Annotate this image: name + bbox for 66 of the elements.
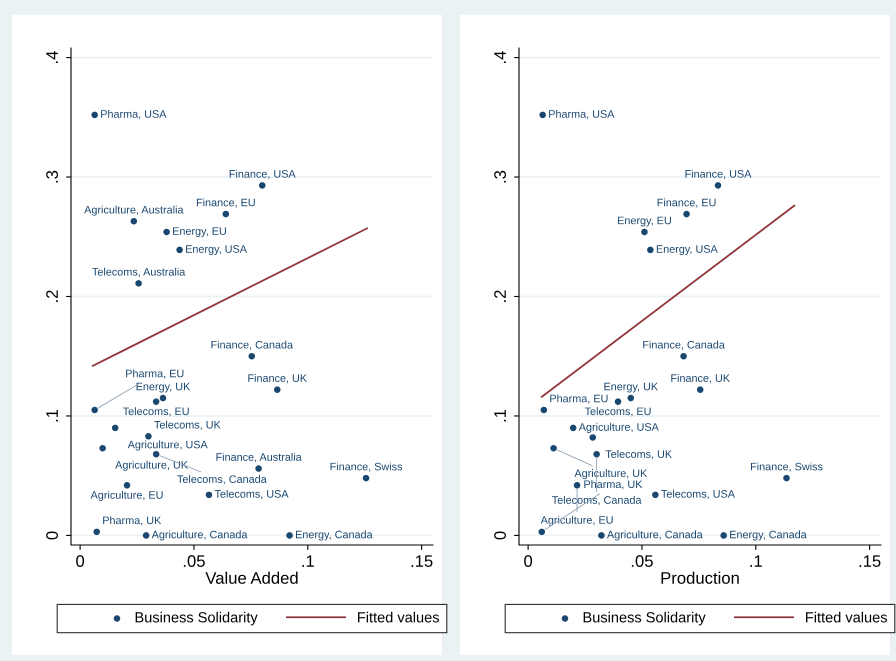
x-tick-label: .1 xyxy=(750,555,762,567)
y-tick-label: 0 xyxy=(494,531,506,540)
annotation: Energy, EU xyxy=(618,216,671,226)
annotation: Telecoms, Canada xyxy=(552,496,642,506)
annotation: Telecoms, UK xyxy=(154,420,221,430)
annotation: Pharma, UK xyxy=(584,480,642,490)
annotation: Telecoms, USA xyxy=(661,490,735,500)
annotation: Finance, Australia xyxy=(216,452,302,462)
x-axis-title: Value Added xyxy=(205,572,298,584)
annotation: Pharma, EU xyxy=(550,394,608,404)
x-tick-label: .15 xyxy=(860,555,881,567)
x-tick-label: .05 xyxy=(184,555,205,567)
annotation: Energy, Canada xyxy=(730,530,807,540)
annotation: Telecoms, EU xyxy=(584,407,651,416)
x-tick-label: 0 xyxy=(524,555,532,567)
annotation: Telecoms, USA xyxy=(214,490,289,500)
y-tick-label: .4 xyxy=(46,51,58,63)
x-tick-label: .05 xyxy=(632,555,653,567)
annotation: Finance, USA xyxy=(685,170,752,179)
y-tick-label: .2 xyxy=(494,290,506,302)
annotation: Agriculture, UK xyxy=(574,469,648,480)
annotation: Energy, USA xyxy=(656,245,718,255)
legend-label: Fitted values xyxy=(358,612,439,622)
legend-label: Business Solidarity xyxy=(584,612,706,626)
annotation: Energy, UK xyxy=(136,382,190,392)
legend-label: Business Solidarity xyxy=(136,612,258,626)
annotation: Agriculture, EU xyxy=(90,490,163,501)
annotation: Telecoms, Canada xyxy=(177,475,267,484)
annotation: Agriculture, Canada xyxy=(606,530,703,540)
legend-label: Fitted values xyxy=(806,612,887,622)
y-tick-label: .1 xyxy=(494,410,506,422)
annotation: Finance, Canada xyxy=(643,340,725,350)
y-tick-label: .3 xyxy=(46,170,58,182)
x-tick-label: 0 xyxy=(76,555,84,567)
annotation: Finance, EU xyxy=(196,198,255,208)
annotation: Telecoms, Australia xyxy=(92,268,186,277)
annotation: Finance, EU xyxy=(658,198,716,208)
annotation: Energy, Canada xyxy=(296,530,373,540)
y-tick-label: .2 xyxy=(46,290,58,302)
x-tick-label: .15 xyxy=(412,555,433,567)
annotation: Agriculture, EU xyxy=(540,516,613,526)
annotation: Finance, Swiss xyxy=(330,462,402,472)
y-tick-label: 0 xyxy=(46,531,58,540)
annotation: Agriculture, USA xyxy=(128,440,208,451)
annotation: Finance, UK xyxy=(671,374,730,384)
y-tick-label: .1 xyxy=(46,410,58,422)
annotation: Pharma, USA xyxy=(549,110,614,120)
x-tick-label: .1 xyxy=(302,555,314,567)
annotation: Agriculture, Canada xyxy=(152,530,248,540)
annotation: Finance, UK xyxy=(248,374,307,384)
annotation: Finance, Canada xyxy=(211,340,294,350)
y-tick-label: .3 xyxy=(494,170,506,182)
annotation: Pharma, EU xyxy=(126,369,184,379)
annotation: Agriculture, Australia xyxy=(84,206,184,216)
y-tick-label: .4 xyxy=(494,51,506,63)
annotation: Energy, UK xyxy=(604,382,658,392)
annotation: Energy, USA xyxy=(186,245,247,255)
annotation: Telecoms, EU xyxy=(122,407,189,416)
annotation: Pharma, UK xyxy=(103,516,162,526)
annotation: Telecoms, UK xyxy=(606,450,672,460)
annotation: Finance, Swiss xyxy=(750,462,823,472)
annotation: Agriculture, USA xyxy=(578,422,659,433)
annotation: Energy, EU xyxy=(173,227,226,238)
x-axis-title: Production xyxy=(662,572,739,584)
annotation: Finance, USA xyxy=(230,170,296,179)
annotation: Pharma, USA xyxy=(101,110,166,120)
